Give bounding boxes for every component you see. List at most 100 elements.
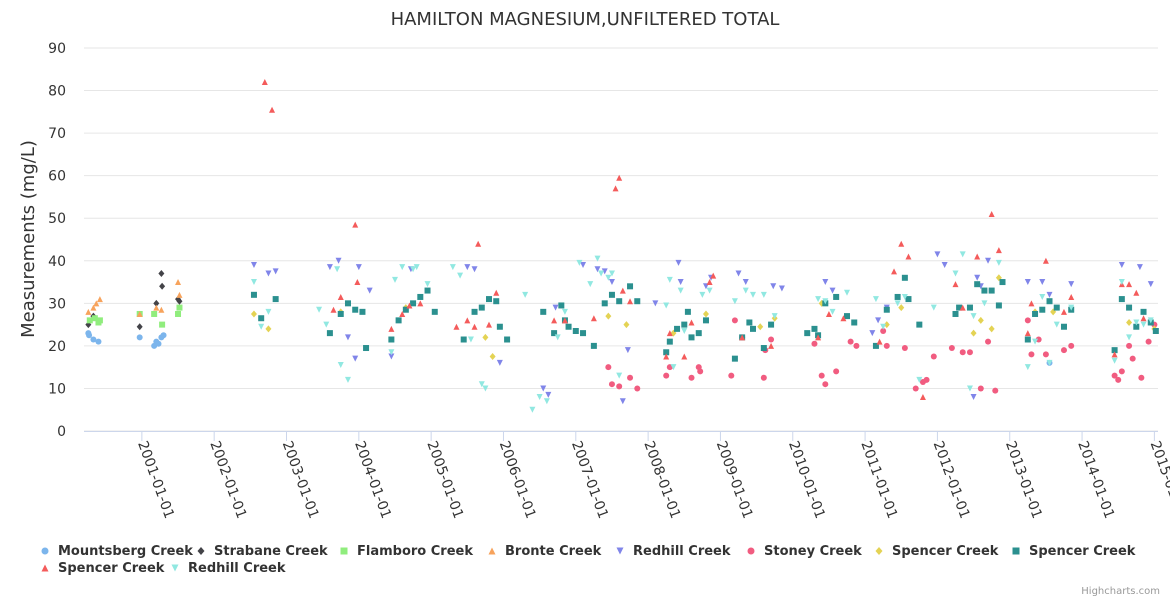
data-point[interactable] — [1024, 330, 1031, 337]
data-point[interactable] — [337, 310, 344, 317]
data-point[interactable] — [627, 298, 634, 305]
data-point[interactable] — [959, 349, 966, 356]
data-point[interactable] — [1126, 334, 1133, 341]
data-point[interactable] — [916, 376, 923, 383]
data-point[interactable] — [608, 381, 615, 388]
data-point[interactable] — [616, 383, 623, 390]
data-point[interactable] — [334, 266, 341, 273]
data-point[interactable] — [985, 257, 992, 264]
legend-item[interactable]: Redhill Creek — [171, 561, 286, 576]
data-point[interactable] — [1046, 359, 1053, 366]
data-point[interactable] — [952, 310, 959, 317]
data-point[interactable] — [265, 308, 272, 315]
data-point[interactable] — [96, 317, 103, 324]
data-point[interactable] — [663, 302, 670, 309]
data-point[interactable] — [811, 340, 818, 347]
data-point[interactable] — [1035, 336, 1042, 343]
data-point[interactable] — [844, 313, 851, 320]
data-point[interactable] — [822, 381, 829, 388]
data-point[interactable] — [742, 279, 749, 286]
data-point[interactable] — [504, 336, 511, 343]
data-point[interactable] — [159, 282, 166, 290]
data-point[interactable] — [634, 385, 641, 392]
data-point[interactable] — [587, 281, 594, 288]
data-point[interactable] — [337, 362, 344, 369]
data-point[interactable] — [326, 330, 333, 337]
data-point[interactable] — [688, 334, 695, 341]
data-point[interactable] — [366, 287, 373, 294]
data-point[interactable] — [770, 283, 777, 290]
data-point[interactable] — [923, 376, 930, 383]
data-point[interactable] — [545, 391, 552, 398]
data-point[interactable] — [86, 317, 93, 324]
data-point[interactable] — [652, 300, 659, 307]
data-point[interactable] — [760, 374, 767, 381]
data-point[interactable] — [894, 293, 901, 300]
data-point[interactable] — [981, 287, 988, 294]
data-point[interactable] — [478, 381, 485, 388]
data-point[interactable] — [619, 287, 626, 294]
data-point[interactable] — [344, 300, 351, 307]
data-point[interactable] — [316, 306, 323, 313]
data-point[interactable] — [1024, 336, 1031, 343]
data-point[interactable] — [552, 304, 559, 311]
data-point[interactable] — [601, 300, 608, 307]
data-point[interactable] — [977, 385, 984, 392]
data-point[interactable] — [612, 185, 619, 192]
legend-item[interactable]: Bronte Creek — [488, 544, 602, 559]
data-point[interactable] — [1111, 372, 1118, 379]
data-point[interactable] — [330, 306, 337, 313]
data-point[interactable] — [883, 306, 890, 313]
data-point[interactable] — [153, 299, 160, 307]
data-point[interactable] — [1060, 347, 1067, 354]
data-point[interactable] — [406, 302, 413, 309]
data-point[interactable] — [833, 368, 840, 375]
data-point[interactable] — [706, 287, 713, 294]
data-point[interactable] — [934, 251, 941, 258]
data-point[interactable] — [594, 255, 601, 262]
data-point[interactable] — [453, 323, 460, 330]
data-point[interactable] — [974, 281, 981, 288]
data-point[interactable] — [829, 287, 836, 294]
data-point[interactable] — [749, 325, 756, 332]
data-point[interactable] — [344, 334, 351, 341]
data-point[interactable] — [605, 274, 612, 281]
data-point[interactable] — [977, 316, 984, 324]
data-point[interactable] — [898, 304, 905, 312]
data-point[interactable] — [1042, 351, 1049, 358]
data-point[interactable] — [471, 323, 478, 330]
data-point[interactable] — [598, 270, 605, 277]
data-point[interactable] — [464, 264, 471, 271]
data-point[interactable] — [974, 274, 981, 281]
credits-link[interactable]: Highcharts.com — [1081, 586, 1160, 597]
data-point[interactable] — [851, 319, 858, 326]
data-point[interactable] — [410, 300, 417, 307]
legend-item[interactable]: Strabane Creek — [197, 544, 329, 559]
data-point[interactable] — [410, 266, 417, 273]
data-point[interactable] — [424, 281, 431, 288]
data-point[interactable] — [1145, 338, 1152, 345]
data-point[interactable] — [344, 376, 351, 383]
data-point[interactable] — [1133, 319, 1140, 326]
data-point[interactable] — [901, 274, 908, 281]
data-point[interactable] — [822, 298, 829, 305]
data-point[interactable] — [478, 304, 485, 311]
data-point[interactable] — [684, 308, 691, 315]
data-point[interactable] — [337, 293, 344, 300]
data-point[interactable] — [354, 279, 361, 286]
data-point[interactable] — [966, 385, 973, 392]
data-point[interactable] — [995, 302, 1002, 309]
data-point[interactable] — [1140, 315, 1147, 322]
data-point[interactable] — [891, 268, 898, 275]
data-point[interactable] — [1039, 293, 1046, 300]
data-point[interactable] — [1126, 342, 1133, 349]
data-point[interactable] — [176, 304, 183, 311]
data-point[interactable] — [1133, 323, 1140, 330]
data-point[interactable] — [623, 321, 630, 329]
data-point[interactable] — [731, 298, 738, 305]
data-point[interactable] — [86, 332, 93, 339]
data-point[interactable] — [677, 287, 684, 294]
data-point[interactable] — [449, 264, 456, 271]
legend-item[interactable]: Flamboro Creek — [340, 544, 474, 559]
legend-item[interactable]: Spencer Creek — [1012, 544, 1136, 559]
